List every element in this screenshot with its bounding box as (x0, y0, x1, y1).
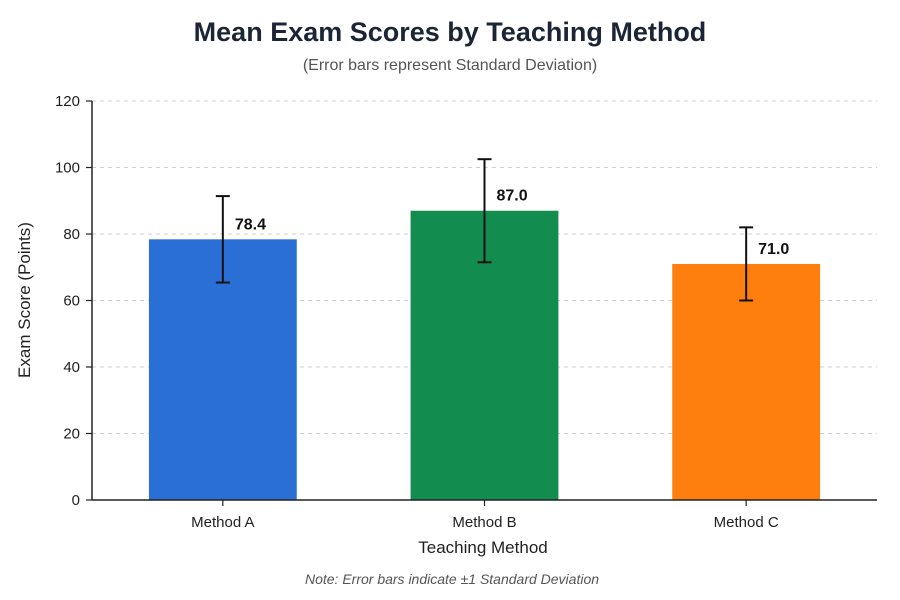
x-tick-label: Method C (714, 514, 779, 531)
data-label: 71.0 (758, 241, 789, 258)
data-label: 78.4 (235, 216, 266, 233)
x-axis-title: Teaching Method (418, 538, 547, 557)
y-tick-label: 80 (63, 226, 80, 243)
y-tick-label: 120 (55, 93, 80, 110)
y-tick-label: 60 (63, 293, 80, 310)
y-tick-label: 100 (55, 160, 80, 177)
bar-method-c (672, 263, 821, 500)
x-tick-label: Method A (191, 514, 254, 531)
chart-note: Note: Error bars indicate ±1 Standard De… (305, 571, 599, 587)
x-axis-ticks: Method A Method B Method C (191, 500, 779, 531)
bars (148, 210, 821, 500)
y-axis-ticks: 0 20 40 60 80 100 120 (55, 93, 92, 509)
chart-subtitle: (Error bars represent Standard Deviation… (303, 57, 597, 74)
error-bars (215, 158, 754, 302)
x-tick-label: Method B (452, 514, 516, 531)
data-labels: 78.4 87.0 71.0 (235, 188, 790, 258)
y-tick-label: 0 (72, 492, 80, 509)
y-tick-label: 20 (63, 426, 80, 443)
data-label: 87.0 (497, 188, 528, 205)
y-axis-title: Exam Score (Points) (15, 222, 34, 378)
y-tick-label: 40 (63, 359, 80, 376)
chart-title: Mean Exam Scores by Teaching Method (194, 17, 707, 47)
